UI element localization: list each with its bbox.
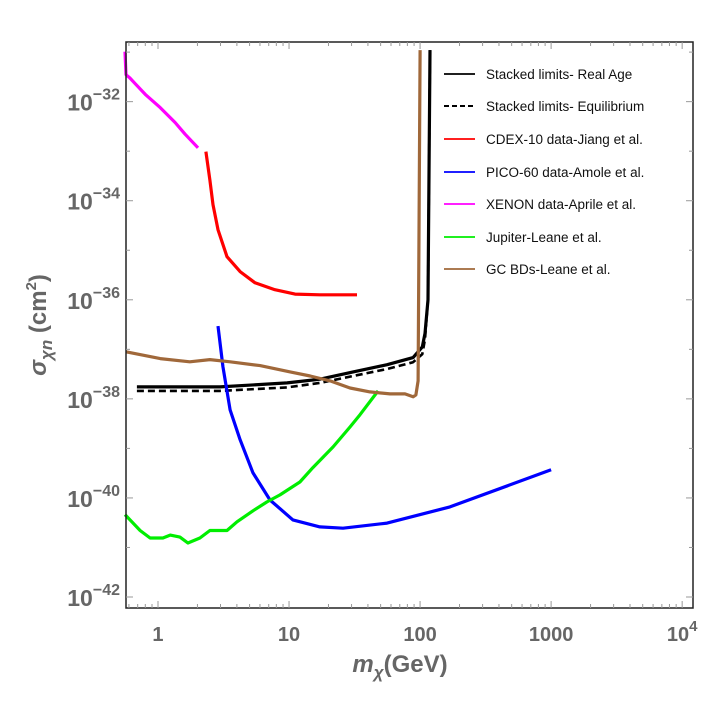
x-tick-label: 100: [403, 624, 436, 646]
tick-layer: 1 10 100 1000 10410−3210−3410−3610−3810−4010…: [67, 42, 698, 646]
y-tick-label-base: 10: [67, 585, 93, 611]
legend: Stacked limits- Real Age Stacked limits- …: [444, 67, 644, 277]
x-tick-label: 1: [152, 624, 163, 646]
x-axis-title: mχ(GeV): [352, 651, 447, 682]
y-tick-label-exp: −42: [93, 582, 120, 599]
series-line-stacked-limits-real-age: [136, 50, 432, 389]
legend-item: Stacked limits- Real Age: [444, 67, 632, 82]
y-tick-label-base: 10: [67, 486, 93, 512]
x-tick-label-base: 1000: [529, 624, 574, 646]
y-axis-title-main: σ: [25, 359, 52, 376]
legend-label: CDEX-10 data-Jiang et al.: [486, 132, 643, 147]
x-axis-title-sub: χ: [372, 663, 385, 682]
series-layer: [123, 50, 552, 545]
series-line-pico-60-data-amole-et-al: [216, 325, 552, 530]
series-line-stacked-limits-equilibrium: [136, 50, 432, 393]
y-tick-label: 10−34: [67, 186, 120, 215]
x-tick-label-base: 10: [278, 624, 300, 646]
y-axis-title-sub: χn: [37, 340, 56, 362]
legend-label: PICO-60 data-Amole et al.: [486, 165, 644, 180]
y-tick-label: 10−36: [67, 285, 120, 314]
legend-label: XENON data-Aprile et al.: [486, 197, 636, 212]
y-axis-title-unit-close: ): [25, 274, 52, 282]
legend-label: Stacked limits- Equilibrium: [486, 99, 644, 114]
x-tick-label: 104: [667, 618, 698, 646]
y-tick-label-base: 10: [67, 387, 93, 413]
y-tick-label-exp: −34: [93, 186, 120, 203]
series-line-xenon-data-aprile-et-al: [123, 51, 200, 149]
legend-item: Jupiter-Leane et al.: [444, 230, 602, 245]
legend-label: Stacked limits- Real Age: [486, 67, 632, 82]
legend-item: CDEX-10 data-Jiang et al.: [444, 132, 643, 147]
y-tick-label: 10−32: [67, 87, 120, 116]
y-tick-label-base: 10: [67, 189, 93, 215]
y-axis-title: σχn (cm2): [23, 274, 56, 376]
legend-label: Jupiter-Leane et al.: [486, 230, 602, 245]
y-tick-label-exp: −32: [93, 87, 120, 104]
y-tick-label: 10−38: [67, 384, 120, 413]
series-line-gc-bds-leane-et-al: [125, 50, 422, 399]
x-tick-label-base: 100: [403, 624, 436, 646]
y-tick-label-base: 10: [67, 288, 93, 314]
y-axis-title-unit-sup: 2: [23, 282, 40, 290]
plot-frame: [125, 41, 694, 609]
x-tick-label-base: 1: [152, 624, 163, 646]
x-tick-label: 1000: [529, 624, 574, 646]
legend-item: Stacked limits- Equilibrium: [444, 99, 644, 114]
legend-item: PICO-60 data-Amole et al.: [444, 165, 644, 180]
series-line-cdex-10-data-jiang-et-al: [204, 151, 357, 297]
x-axis-title-main: m: [352, 651, 373, 678]
y-tick-label-exp: −36: [93, 285, 120, 302]
y-tick-label: 10−40: [67, 483, 120, 512]
y-tick-label-base: 10: [67, 90, 93, 116]
y-axis-title-unit-open: (cm: [25, 290, 52, 339]
x-tick-label: 10: [278, 624, 300, 646]
x-tick-label-exp: 4: [689, 618, 698, 635]
x-axis-title-unit: (GeV): [384, 651, 448, 678]
series-line-jupiter-leane-et-al: [123, 389, 380, 545]
legend-item: GC BDs-Leane et al.: [444, 262, 611, 277]
y-tick-label: 10−42: [67, 582, 120, 611]
y-tick-label-exp: −38: [93, 384, 120, 401]
legend-item: XENON data-Aprile et al.: [444, 197, 636, 212]
x-tick-label-base: 10: [667, 624, 689, 646]
y-tick-label-exp: −40: [93, 483, 120, 500]
legend-label: GC BDs-Leane et al.: [486, 262, 611, 277]
